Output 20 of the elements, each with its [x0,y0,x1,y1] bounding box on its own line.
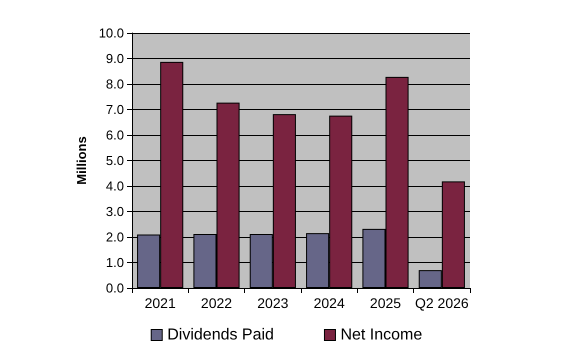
y-tick-label: 9.0 [106,51,124,66]
y-tick-label: 3.0 [106,204,124,219]
y-axis-title: Millions [74,136,89,185]
y-tick-label: 5.0 [106,153,124,168]
x-tick-label: 2023 [257,295,289,311]
y-tick-label: 7.0 [106,102,124,117]
x-tick-label: 2021 [144,295,176,311]
y-tick-label: 10.0 [98,26,124,40]
x-tick-label: Q2 2026 [414,295,469,311]
y-tick-label: 6.0 [106,128,124,142]
legend-label: Dividends Paid [167,326,274,344]
x-tick-label: 2025 [370,295,402,311]
legend-label: Net Income [340,326,422,344]
y-tick-label: 8.0 [106,76,124,92]
y-tick-label: 0.0 [106,280,124,296]
x-tick-label: 2024 [314,295,345,311]
x-tick-label: 2022 [200,295,232,311]
y-tick-label: 4.0 [106,178,124,194]
y-tick-label: 2.0 [106,230,124,244]
y-tick-label: 1.0 [106,255,124,270]
